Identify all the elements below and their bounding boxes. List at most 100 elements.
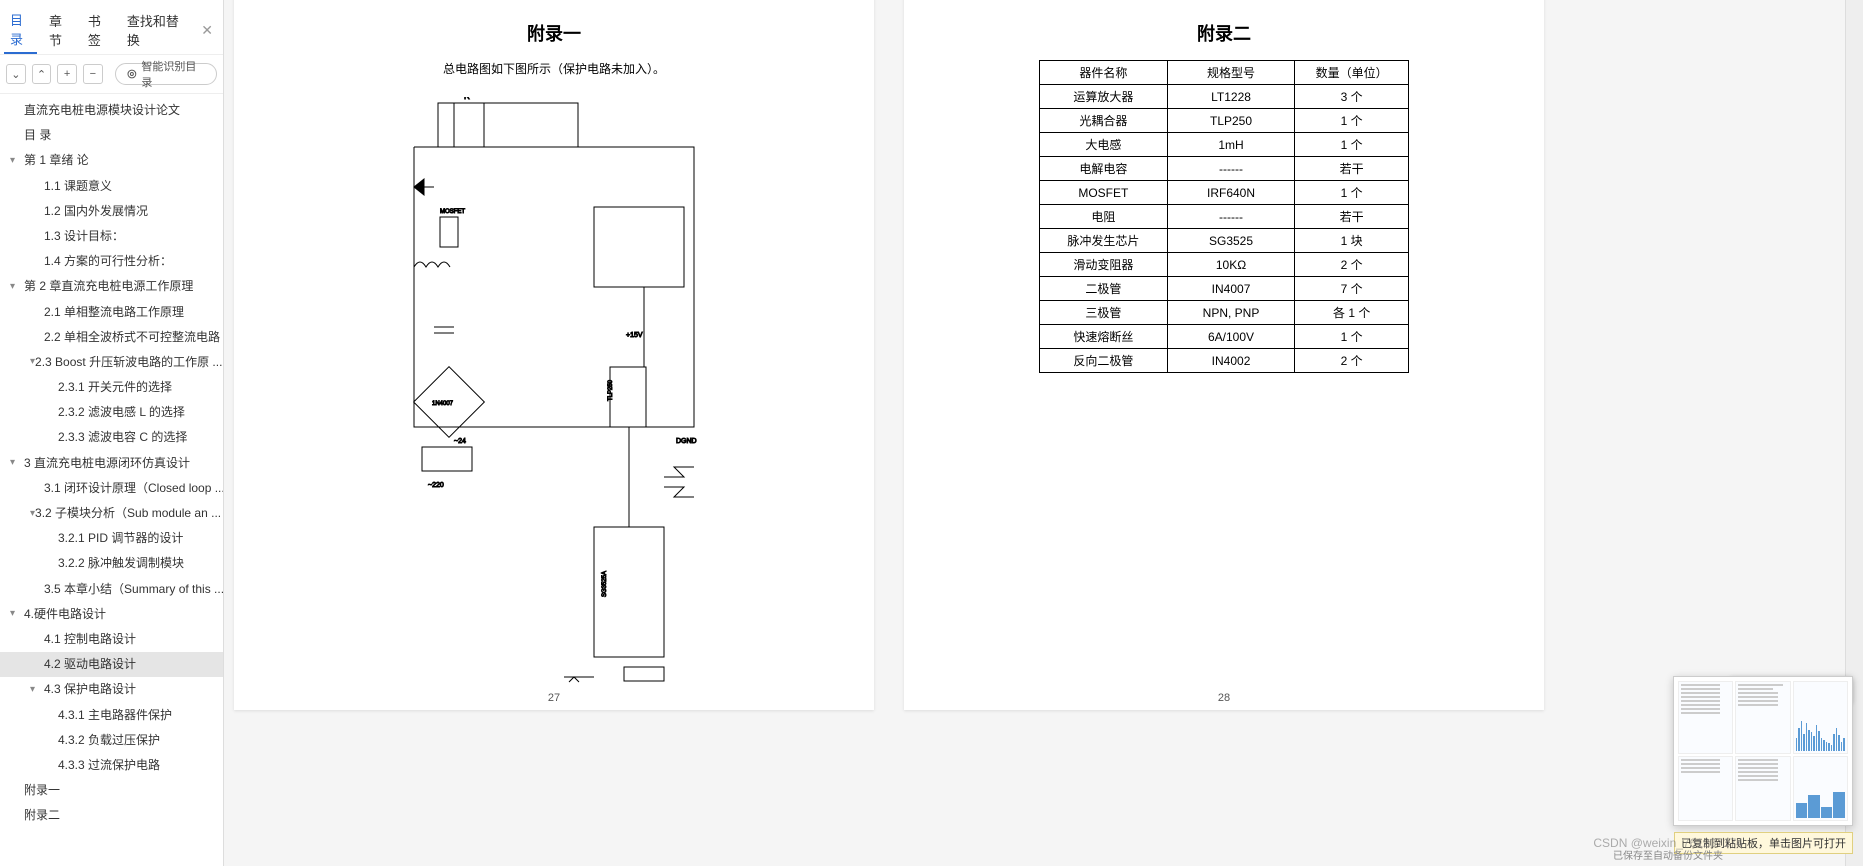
thumb-cell <box>1735 681 1790 754</box>
outline-item[interactable]: 1.4 方案的可行性分析： <box>0 249 223 274</box>
outline-expand-button[interactable]: + <box>57 64 77 84</box>
table-cell: LT1228 <box>1167 85 1295 109</box>
clipboard-thumbnail-popup[interactable] <box>1673 676 1853 826</box>
thumb-cell <box>1793 681 1848 754</box>
outline-item[interactable]: 1.3 设计目标： <box>0 224 223 249</box>
table-cell: 脉冲发生芯片 <box>1040 229 1168 253</box>
outline-item-label: 1.1 课题意义 <box>44 177 112 196</box>
close-sidebar-button[interactable]: ✕ <box>195 18 219 43</box>
thumb-cell <box>1678 681 1733 754</box>
tab-chapters[interactable]: 章节 <box>43 7 76 53</box>
svg-text:~24: ~24 <box>454 438 466 445</box>
caret-icon[interactable]: ▾ <box>10 279 24 295</box>
outline-sidebar: 目录 章节 书签 查找和替换 ✕ ⌄ ⌃ + − 智能识别目录 直流充电桩电源模… <box>0 0 224 866</box>
outline-item[interactable]: 附录一 <box>0 778 223 803</box>
document-viewport[interactable]: 附录一 总电路图如下图所示（保护电路未加入）。 R <box>224 0 1845 866</box>
table-cell: 1 块 <box>1295 229 1409 253</box>
outline-item-label: 2.3.2 滤波电感 L 的选择 <box>58 403 185 422</box>
table-row: 电阻------若干 <box>1040 205 1409 229</box>
status-message: 已保存至自动备份文件夹 <box>1613 847 1723 862</box>
outline-item[interactable]: ▾第 1 章绪 论 <box>0 148 223 173</box>
table-row: 大电感1mH1 个 <box>1040 133 1409 157</box>
table-cell: 电解电容 <box>1040 157 1168 181</box>
svg-text:SG3525A: SG3525A <box>602 571 608 597</box>
outline-tree[interactable]: 直流充电桩电源模块设计论文目 录▾第 1 章绪 论1.1 课题意义1.2 国内外… <box>0 94 223 866</box>
outline-item[interactable]: 4.3.3 过流保护电路 <box>0 753 223 778</box>
outline-down-button[interactable]: ⌄ <box>6 64 26 84</box>
table-header: 规格型号 <box>1167 61 1295 85</box>
caret-icon[interactable]: ▾ <box>10 455 24 471</box>
outline-item[interactable]: 4.3.2 负载过压保护 <box>0 728 223 753</box>
outline-item[interactable]: 目 录 <box>0 123 223 148</box>
outline-item-label: 3.2.2 脉冲触发调制模块 <box>58 554 184 573</box>
outline-item[interactable]: 4.1 控制电路设计 <box>0 627 223 652</box>
page-28: 附录二 器件名称规格型号数量（单位）运算放大器LT12283 个光耦合器TLP2… <box>904 0 1544 710</box>
smart-detect-toc-button[interactable]: 智能识别目录 <box>115 63 217 85</box>
outline-item[interactable]: 1.1 课题意义 <box>0 174 223 199</box>
outline-item[interactable]: ▾3 直流充电桩电源闭环仿真设计 <box>0 451 223 476</box>
outline-item[interactable]: ▾第 2 章直流充电桩电源工作原理 <box>0 274 223 299</box>
outline-item-label: 直流充电桩电源模块设计论文 <box>24 101 180 120</box>
page-27: 附录一 总电路图如下图所示（保护电路未加入）。 R <box>234 0 874 710</box>
table-row: 电解电容------若干 <box>1040 157 1409 181</box>
table-row: 二极管IN40077 个 <box>1040 277 1409 301</box>
table-cell: 1mH <box>1167 133 1295 157</box>
table-cell: 7 个 <box>1295 277 1409 301</box>
outline-item[interactable]: 3.2.1 PID 调节器的设计 <box>0 526 223 551</box>
tab-toc[interactable]: 目录 <box>4 6 37 54</box>
caret-icon[interactable]: ▾ <box>10 606 24 622</box>
outline-item-label: 3.1 闭环设计原理（Closed loop ... <box>44 479 223 498</box>
outline-item-label: 3.2 子模块分析（Sub module an ... <box>35 504 221 523</box>
outline-item-label: 1.3 设计目标： <box>44 227 124 246</box>
outline-item-label: 第 2 章直流充电桩电源工作原理 <box>24 277 193 296</box>
table-cell: ------ <box>1167 157 1295 181</box>
outline-item[interactable]: 2.2 单相全波桥式不可控整流电路 ... <box>0 325 223 350</box>
outline-item[interactable]: 3.1 闭环设计原理（Closed loop ... <box>0 476 223 501</box>
caret-icon[interactable]: ▾ <box>30 682 44 698</box>
table-row: 光耦合器TLP2501 个 <box>1040 109 1409 133</box>
caret-icon[interactable]: ▾ <box>10 153 24 169</box>
table-cell: 1 个 <box>1295 133 1409 157</box>
table-header: 器件名称 <box>1040 61 1168 85</box>
outline-item[interactable]: 2.3.1 开关元件的选择 <box>0 375 223 400</box>
svg-text:1N4007: 1N4007 <box>432 401 454 407</box>
table-cell: 10KΩ <box>1167 253 1295 277</box>
tab-bookmarks[interactable]: 书签 <box>82 7 115 53</box>
outline-item[interactable]: 3.2.2 脉冲触发调制模块 <box>0 551 223 576</box>
table-cell: 二极管 <box>1040 277 1168 301</box>
table-cell: IRF640N <box>1167 181 1295 205</box>
outline-up-button[interactable]: ⌃ <box>32 64 52 84</box>
outline-item-label: 2.3.1 开关元件的选择 <box>58 378 172 397</box>
table-cell: 1 个 <box>1295 109 1409 133</box>
outline-item[interactable]: ▾2.3 Boost 升压斩波电路的工作原 ... <box>0 350 223 375</box>
outline-item[interactable]: ▾3.2 子模块分析（Sub module an ... <box>0 501 223 526</box>
outline-item[interactable]: 附录二 <box>0 803 223 828</box>
outline-item[interactable]: ▾4.硬件电路设计 <box>0 602 223 627</box>
outline-item-label: 2.3 Boost 升压斩波电路的工作原 ... <box>35 353 222 372</box>
table-cell: 各 1 个 <box>1295 301 1409 325</box>
outline-item[interactable]: 2.1 单相整流电路工作原理 <box>0 300 223 325</box>
table-cell: ------ <box>1167 205 1295 229</box>
outline-item[interactable]: ▾4.3 保护电路设计 <box>0 677 223 702</box>
table-row: 运算放大器LT12283 个 <box>1040 85 1409 109</box>
outline-item[interactable]: 3.5 本章小结（Summary of this ... <box>0 577 223 602</box>
outline-item-label: 3.2.1 PID 调节器的设计 <box>58 529 183 548</box>
outline-item[interactable]: 4.2 驱动电路设计 <box>0 652 223 677</box>
outline-item[interactable]: 2.3.3 滤波电容 C 的选择 <box>0 425 223 450</box>
table-cell: IN4007 <box>1167 277 1295 301</box>
svg-text:~220: ~220 <box>428 482 444 489</box>
outline-item[interactable]: 2.3.2 滤波电感 L 的选择 <box>0 400 223 425</box>
outline-item-label: 1.2 国内外发展情况 <box>44 202 148 221</box>
table-cell: MOSFET <box>1040 181 1168 205</box>
outline-item-label: 2.2 单相全波桥式不可控整流电路 ... <box>44 328 223 347</box>
tab-find-replace[interactable]: 查找和替换 <box>121 7 185 53</box>
table-cell: 2 个 <box>1295 253 1409 277</box>
outline-item[interactable]: 4.3.1 主电路器件保护 <box>0 703 223 728</box>
outline-item[interactable]: 1.2 国内外发展情况 <box>0 199 223 224</box>
table-row: 反向二极管IN40022 个 <box>1040 349 1409 373</box>
table-cell: 光耦合器 <box>1040 109 1168 133</box>
appendix1-title: 附录一 <box>274 20 834 46</box>
outline-item-label: 第 1 章绪 论 <box>24 151 89 170</box>
outline-item[interactable]: 直流充电桩电源模块设计论文 <box>0 98 223 123</box>
outline-collapse-button[interactable]: − <box>83 64 103 84</box>
